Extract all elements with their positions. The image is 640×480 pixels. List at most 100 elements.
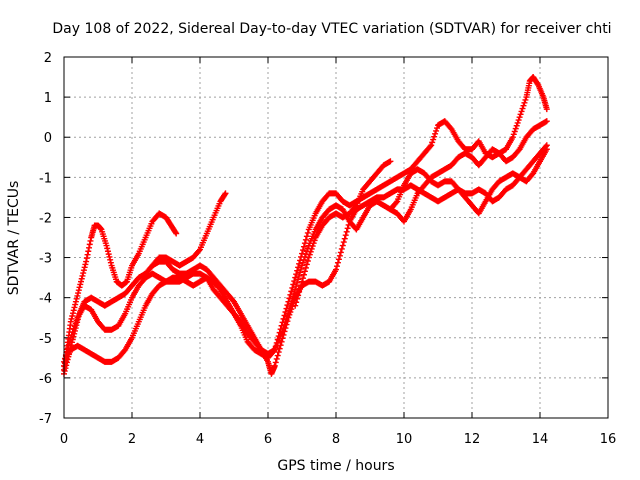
data-point [336, 252, 343, 259]
data-point [68, 331, 75, 338]
data-point [297, 269, 304, 276]
data-point [86, 244, 93, 251]
data-point [76, 284, 83, 291]
data-point [107, 256, 114, 263]
data-point [84, 251, 91, 258]
data-point [61, 355, 68, 362]
data-point [517, 111, 524, 118]
data-point [68, 315, 75, 322]
data-point [302, 264, 309, 271]
data-point [514, 119, 521, 126]
data-point [81, 264, 88, 271]
data-point [337, 249, 344, 256]
data-point [291, 290, 298, 297]
data-point [433, 127, 440, 134]
y-tick-label: -4 [39, 292, 52, 307]
data-point [284, 313, 291, 320]
data-point [513, 122, 520, 129]
data-point [296, 288, 303, 295]
data-point [72, 298, 79, 305]
y-tick-label: -1 [39, 171, 52, 186]
x-tick-label: 8 [332, 432, 340, 447]
x-axis-label: GPS time / hours [277, 458, 394, 474]
data-point [343, 228, 350, 235]
data-point [333, 263, 340, 270]
x-tick-label: 12 [464, 432, 481, 447]
data-point [304, 229, 311, 236]
data-point [302, 236, 309, 243]
data-point [86, 241, 93, 248]
data-point [72, 320, 79, 327]
data-point [509, 134, 516, 141]
data-point [293, 283, 300, 290]
data-point [334, 259, 341, 266]
x-tick-label: 14 [532, 432, 549, 447]
data-series [387, 118, 550, 225]
data-point [543, 142, 550, 149]
data-point [70, 326, 77, 333]
data-point [61, 368, 68, 375]
data-point [278, 338, 285, 345]
data-point [73, 317, 80, 324]
data-point [299, 275, 306, 282]
data-point [292, 286, 299, 293]
data-point [519, 105, 526, 112]
data-point [342, 232, 349, 239]
data-point [77, 281, 84, 288]
y-tick-label: -2 [39, 211, 52, 226]
data-point [522, 96, 529, 103]
data-point [75, 287, 82, 294]
data-point [339, 242, 346, 249]
data-point [279, 327, 286, 334]
data-point [295, 292, 302, 299]
data-point [428, 142, 435, 149]
data-point [518, 108, 525, 115]
data-point [303, 261, 310, 268]
data-point [516, 114, 523, 121]
x-tick-label: 10 [396, 432, 413, 447]
data-point [172, 229, 179, 236]
data-point [107, 259, 114, 266]
data-point [106, 253, 113, 260]
data-point [276, 345, 283, 352]
data-point [335, 256, 342, 263]
data-point [299, 278, 305, 285]
data-point [196, 247, 203, 254]
data-point [307, 248, 314, 255]
data-point [281, 322, 288, 329]
data-point [67, 318, 74, 325]
data-point [288, 300, 295, 307]
data-series [149, 190, 229, 269]
data-point [300, 243, 307, 250]
data-point [352, 203, 359, 210]
data-point [301, 268, 308, 275]
data-point [104, 245, 111, 252]
data-point [295, 276, 302, 283]
x-tick-label: 2 [128, 432, 136, 447]
data-point [280, 325, 287, 332]
data-point [283, 316, 290, 323]
data-point [333, 266, 339, 273]
data-point [272, 359, 279, 366]
data-point [298, 282, 305, 289]
data-point [278, 330, 285, 337]
data-point [74, 292, 81, 299]
x-tick-labels: 0 2 4 6 8 10 12 14 16 [60, 432, 616, 447]
data-point [78, 278, 84, 285]
data-point [299, 259, 306, 266]
data-point [341, 235, 348, 242]
data-point [543, 118, 550, 125]
data-point [432, 130, 439, 137]
data-point [69, 329, 76, 336]
data-point [271, 362, 278, 369]
data-point [305, 254, 312, 261]
y-tick-label: -5 [39, 332, 52, 347]
data-point [290, 293, 297, 300]
data-point [72, 301, 79, 308]
data-series [61, 142, 550, 365]
x-tick-label: 4 [196, 432, 204, 447]
data-point [173, 230, 180, 237]
data-point [282, 319, 289, 326]
